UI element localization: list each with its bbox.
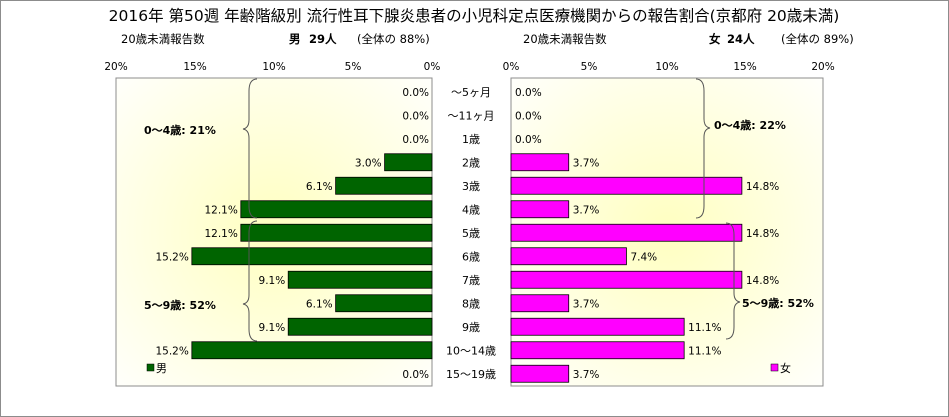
female-tick-label: 5% [581, 61, 598, 73]
male-bar [335, 176, 433, 195]
female-header-label: 20歳未満報告数 [523, 32, 607, 46]
male-header-sex: 男 [289, 32, 301, 46]
female-data-label: 7.4% [630, 251, 657, 263]
female-tick-label: 20% [811, 61, 834, 73]
category-label: 8歳 [462, 297, 480, 310]
male-bar [240, 200, 433, 219]
male-data-label: 12.1% [204, 204, 237, 216]
female-bar [510, 176, 743, 195]
male-data-label: 6.1% [306, 181, 333, 193]
male-5-9-brace [242, 220, 258, 342]
female-bar [510, 341, 685, 360]
female-bar [510, 270, 743, 289]
male-header-share: (全体の 88%) [357, 32, 430, 46]
female-header-share: (全体の 89%) [781, 32, 854, 46]
male-axis-ticks: 20% 15% 10% 5% 0% [104, 61, 440, 73]
male-bar [191, 341, 433, 360]
category-label: 10〜14歳 [446, 344, 496, 357]
male-data-label: 6.1% [306, 298, 333, 310]
male-data-label: 15.2% [155, 251, 188, 263]
category-label: 6歳 [462, 250, 480, 263]
male-tick-label: 0% [424, 61, 441, 73]
male-data-label: 9.1% [259, 322, 286, 334]
female-0-4-brace [695, 78, 711, 219]
category-label: 〜11ヶ月 [448, 109, 495, 122]
female-data-label: 14.8% [746, 181, 779, 193]
female-bar [510, 223, 743, 242]
male-tick-label: 10% [262, 61, 285, 73]
male-data-label: 0.0% [402, 110, 429, 122]
male-data-label: 15.2% [155, 345, 188, 357]
female-tick-label: 15% [733, 61, 756, 73]
category-label: 1歳 [462, 133, 480, 146]
female-0-4-annotation: 0〜4歳: 22% [714, 118, 786, 132]
male-header-label: 20歳未満報告数 [121, 32, 205, 46]
male-header-count: 29人 [309, 32, 337, 46]
female-bar [510, 153, 570, 172]
category-label: 4歳 [462, 203, 480, 216]
female-data-label: 11.1% [688, 345, 721, 357]
female-data-label: 11.1% [688, 322, 721, 334]
male-legend-swatch [146, 363, 155, 372]
female-legend-label: 女 [780, 361, 791, 375]
female-bar [510, 317, 685, 336]
male-data-label: 0.0% [402, 369, 429, 381]
category-label: 2歳 [462, 156, 480, 169]
category-label: 5歳 [462, 227, 480, 240]
male-data-label: 0.0% [402, 87, 429, 99]
female-5-9-annotation: 5〜9歳: 52% [742, 296, 814, 310]
female-tick-label: 10% [655, 61, 678, 73]
category-label: 9歳 [462, 321, 480, 334]
male-bar [191, 247, 433, 266]
female-bar [510, 200, 570, 219]
male-0-4-brace [242, 78, 258, 219]
male-bar [287, 317, 433, 336]
category-label: 〜5ヶ月 [451, 86, 491, 99]
male-bar [384, 153, 433, 172]
female-data-label: 14.8% [746, 228, 779, 240]
category-label: 3歳 [462, 180, 480, 193]
female-data-label: 0.0% [515, 110, 542, 122]
female-data-label: 3.7% [573, 204, 600, 216]
male-legend-label: 男 [156, 362, 167, 375]
category-label: 15〜19歳 [446, 368, 496, 381]
female-header-sex: 女 [709, 32, 721, 46]
female-bar [510, 247, 627, 266]
female-header-count: 24人 [727, 32, 755, 46]
female-data-label: 0.0% [515, 87, 542, 99]
male-data-label: 12.1% [204, 228, 237, 240]
male-0-4-annotation: 0〜4歳: 21% [144, 123, 216, 137]
male-bar [287, 270, 433, 289]
female-data-label: 14.8% [746, 275, 779, 287]
male-tick-label: 5% [345, 61, 362, 73]
male-tick-label: 15% [183, 61, 206, 73]
category-label: 7歳 [462, 274, 480, 287]
female-data-label: 3.7% [573, 157, 600, 169]
female-data-label: 0.0% [515, 134, 542, 146]
male-bar [335, 294, 433, 313]
female-axis-ticks: 0% 5% 10% 15% 20% [503, 61, 835, 73]
male-data-label: 0.0% [402, 134, 429, 146]
chart-title: 2016年 第50週 年齢階級別 流行性耳下腺炎患者の小児科定点医療機関からの報… [109, 7, 840, 25]
male-data-label: 9.1% [259, 275, 286, 287]
male-data-label: 3.0% [355, 157, 382, 169]
female-5-9-brace [725, 222, 741, 340]
female-data-label: 3.7% [573, 369, 600, 381]
male-bar [240, 223, 433, 242]
male-5-9-annotation: 5〜9歳: 52% [144, 298, 216, 312]
female-bar [510, 294, 570, 313]
female-legend-swatch [770, 363, 779, 372]
female-tick-label: 0% [503, 61, 520, 73]
female-bar [510, 364, 570, 383]
male-tick-label: 20% [104, 61, 127, 73]
female-data-label: 3.7% [573, 298, 600, 310]
